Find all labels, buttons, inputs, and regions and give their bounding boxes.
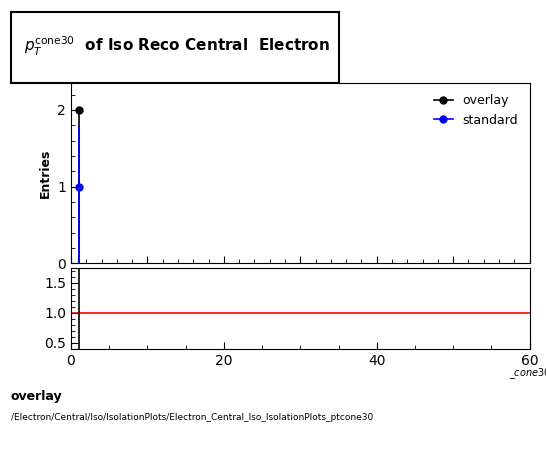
Text: $p_T^{\rm cone30}$  of Iso Reco Central  Electron: $p_T^{\rm cone30}$ of Iso Reco Central E… (24, 34, 330, 58)
Legend: overlay, standard: overlay, standard (429, 90, 524, 132)
Text: /Electron/Central/Iso/IsolationPlots/Electron_Central_Iso_IsolationPlots_ptcone3: /Electron/Central/Iso/IsolationPlots/Ele… (11, 413, 373, 422)
Y-axis label: Entries: Entries (39, 149, 52, 198)
Text: overlay: overlay (11, 390, 63, 403)
X-axis label: $\_cone30$: $\_cone30$ (508, 367, 546, 382)
